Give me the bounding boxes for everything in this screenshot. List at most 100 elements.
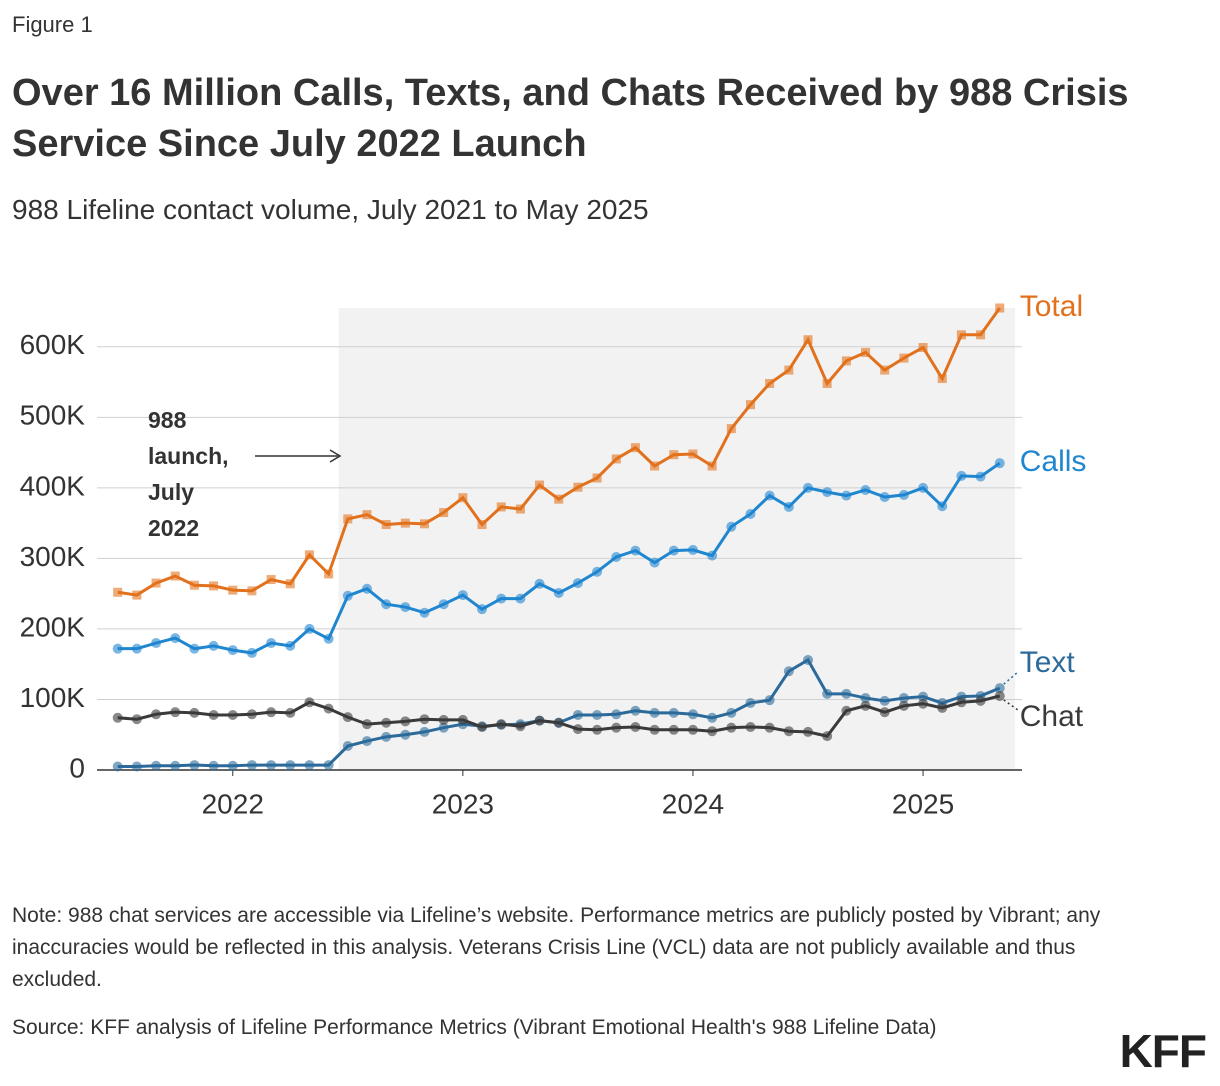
marker xyxy=(841,688,852,699)
marker xyxy=(323,760,334,771)
marker xyxy=(304,550,314,560)
marker xyxy=(937,702,948,713)
marker xyxy=(381,717,392,728)
marker xyxy=(323,633,334,644)
marker xyxy=(170,760,181,771)
marker xyxy=(266,575,276,585)
marker xyxy=(860,700,871,711)
marker xyxy=(707,550,718,561)
marker xyxy=(189,707,200,718)
annotation-line: 2022 xyxy=(148,515,199,541)
marker xyxy=(438,722,449,733)
marker xyxy=(898,700,909,711)
series-label: Calls xyxy=(1020,445,1087,478)
label-leader xyxy=(1003,671,1019,685)
marker xyxy=(112,761,123,772)
x-tick-label: 2023 xyxy=(432,788,494,819)
marker xyxy=(266,760,277,771)
marker xyxy=(227,760,238,771)
marker xyxy=(381,731,392,742)
marker xyxy=(688,449,698,459)
marker xyxy=(112,643,123,654)
marker xyxy=(304,697,315,708)
marker xyxy=(208,640,219,651)
marker xyxy=(822,731,833,742)
marker xyxy=(592,724,603,735)
marker xyxy=(592,473,602,483)
figure-label: Figure 1 xyxy=(12,12,93,37)
marker xyxy=(745,508,756,519)
marker xyxy=(438,714,449,725)
marker xyxy=(707,461,717,471)
marker xyxy=(496,719,507,730)
marker xyxy=(918,342,928,352)
marker xyxy=(285,760,296,771)
marker xyxy=(611,454,621,464)
y-tick-label: 600K xyxy=(20,329,86,360)
marker xyxy=(458,493,468,503)
marker xyxy=(668,707,679,718)
marker xyxy=(726,722,737,733)
marker xyxy=(880,365,890,375)
marker xyxy=(151,760,162,771)
series-label: Total xyxy=(1020,290,1083,323)
marker xyxy=(803,726,814,737)
marker xyxy=(649,557,660,568)
marker xyxy=(764,722,775,733)
marker xyxy=(687,709,698,720)
note: Note: 988 chat services are accessible v… xyxy=(12,904,1101,991)
marker xyxy=(918,691,929,702)
marker xyxy=(803,482,814,493)
marker xyxy=(861,347,871,357)
shaded-period xyxy=(338,308,1016,770)
marker xyxy=(669,450,679,460)
marker xyxy=(209,581,219,591)
x-tick-label: 2025 xyxy=(892,788,954,819)
marker xyxy=(707,712,718,723)
marker xyxy=(784,365,794,375)
marker xyxy=(419,607,430,618)
source: Source: KFF analysis of Lifeline Perform… xyxy=(12,1016,937,1039)
marker xyxy=(553,587,564,598)
marker xyxy=(649,707,660,718)
annotation: 988 launch, July 2022 xyxy=(148,407,229,541)
marker xyxy=(515,721,526,732)
marker xyxy=(707,726,718,737)
marker xyxy=(477,520,487,530)
marker xyxy=(285,579,295,589)
marker xyxy=(343,514,353,524)
marker xyxy=(860,693,871,704)
marker xyxy=(765,378,775,388)
marker xyxy=(572,724,583,735)
marker xyxy=(342,712,353,723)
marker xyxy=(400,518,410,528)
marker xyxy=(246,760,257,771)
marker xyxy=(534,715,545,726)
marker xyxy=(189,580,199,590)
marker xyxy=(592,709,603,720)
y-tick-label: 300K xyxy=(20,541,86,572)
marker xyxy=(419,726,430,737)
marker xyxy=(535,480,545,490)
marker xyxy=(764,490,775,501)
marker xyxy=(976,330,986,340)
marker xyxy=(803,654,814,665)
marker xyxy=(592,566,603,577)
marker xyxy=(918,482,929,493)
marker xyxy=(324,569,334,579)
marker xyxy=(419,714,430,725)
marker xyxy=(630,705,641,716)
marker xyxy=(956,330,966,340)
marker xyxy=(745,697,756,708)
marker xyxy=(995,303,1005,313)
marker xyxy=(151,709,162,720)
marker xyxy=(630,443,640,453)
y-tick-label: 200K xyxy=(20,611,86,642)
marker xyxy=(361,583,372,594)
marker xyxy=(323,703,334,714)
marker xyxy=(937,374,947,384)
marker xyxy=(477,721,488,732)
marker xyxy=(361,719,372,730)
marker xyxy=(841,490,852,501)
